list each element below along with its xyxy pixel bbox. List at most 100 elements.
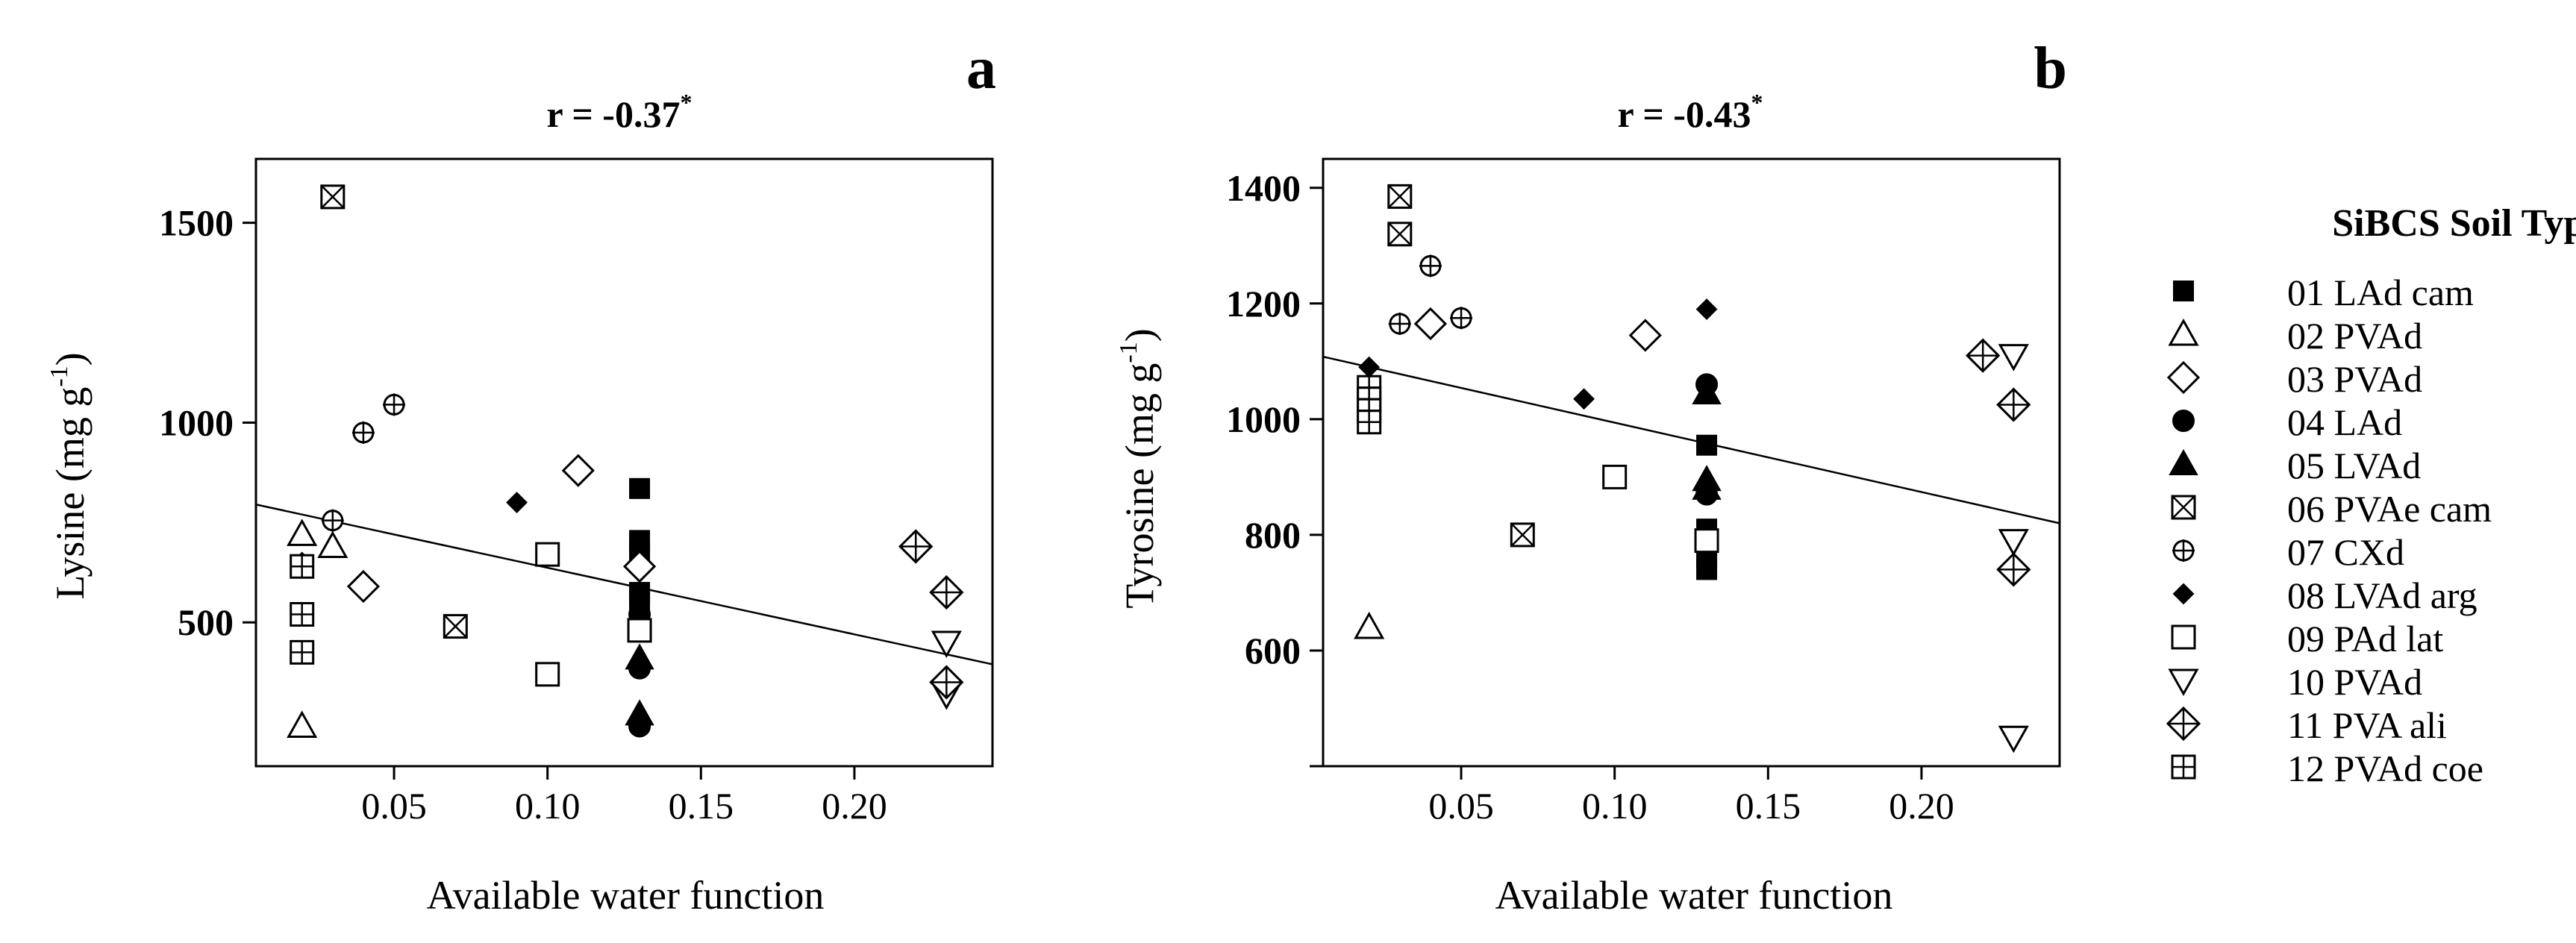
legend-label-05: 05 LVAd	[2287, 445, 2421, 486]
panel-b-point-soil-05	[1692, 377, 1722, 404]
panel-a: a r = -0.37* Available water function Ly…	[46, 36, 996, 918]
panel-a-point-soil-12	[290, 554, 315, 579]
panel-b-ytick-label: 1000	[1226, 398, 1301, 440]
panel-a-point-soil-05	[625, 643, 654, 670]
panel-b-point-soil-11	[1966, 338, 2001, 373]
legend-title: SiBCS Soil Type:	[2332, 202, 2576, 245]
panel-a-point-soil-06	[443, 614, 468, 639]
panel-b-point-soil-02	[1354, 611, 1385, 639]
panel-a-point-soil-03	[346, 569, 381, 604]
panel-a-regression-line	[255, 504, 993, 665]
legend-marker-06	[2171, 495, 2196, 520]
panel-b-point-soil-06	[1387, 222, 1413, 247]
legend-label-03: 03 PVAd	[2287, 358, 2422, 400]
panel-a-point-soil-10	[931, 630, 962, 659]
panel-b-point-soil-03	[1413, 307, 1448, 341]
panel-b-xtick-label: 0.15	[1736, 785, 1801, 827]
legend-marker-03	[2166, 360, 2201, 395]
panel-a-point-soil-12	[290, 602, 315, 627]
panel-a-point-soil-09	[627, 618, 652, 643]
legend-label-09: 09 PAd lat	[2287, 618, 2443, 660]
panel-b-point-soil-01	[1696, 559, 1718, 580]
legend-marker-04	[2172, 410, 2195, 432]
panel-b-point-soil-05	[1692, 473, 1722, 500]
panel-b-point-soil-11	[1996, 552, 2031, 587]
panel-a-point-soil-02	[317, 530, 348, 558]
panel-b-point-soil-10	[1998, 344, 2029, 372]
legend-label-06: 06 PVAe cam	[2287, 488, 2492, 530]
panel-a-point-soil-01	[629, 477, 651, 499]
legend-marker-11	[2166, 706, 2201, 742]
panel-a-point-soil-08	[506, 492, 528, 513]
panel-b-point-soil-10	[1998, 725, 2029, 754]
panel-a-ylabel: Lysine (mg g-1)	[46, 352, 93, 599]
panel-a-point-soil-09	[535, 662, 560, 687]
panel-b-point-soil-03	[1628, 319, 1662, 352]
legend-marker-05	[2169, 448, 2198, 475]
panel-a-point-soil-11	[929, 574, 964, 610]
panel-a-xtick-label: 0.10	[515, 785, 581, 827]
panel-a-ytick-label: 500	[178, 601, 234, 643]
panel-b-point-soil-10	[1998, 529, 2029, 557]
legend-label-04: 04 LAd	[2287, 401, 2402, 443]
panel-b-ylabel: Tyrosine (mg g-1)	[1115, 328, 1162, 608]
panel-a-point-soil-02	[287, 519, 318, 546]
panel-a-point-soil-12	[290, 639, 315, 665]
panel-a-point-soil-11	[929, 665, 964, 700]
panel-b-point-soil-08	[1358, 356, 1381, 378]
panel-b-point-soil-07	[1450, 307, 1473, 330]
panel-a-point-soil-05	[625, 699, 654, 726]
panel-b-ytick-label: 1200	[1226, 283, 1301, 325]
panel-b-point-soil-06	[1510, 522, 1535, 548]
panel-a-xtick-label: 0.20	[822, 785, 887, 827]
panel-a-point-soil-09	[535, 542, 560, 567]
panel-a-xtick-label: 0.05	[361, 785, 427, 827]
panel-b-point-soil-09	[1694, 528, 1719, 554]
panel-b-xtick-label: 0.10	[1582, 785, 1648, 827]
panel-b-point-soil-12	[1357, 410, 1382, 435]
panel-a-point-soil-11	[898, 529, 934, 564]
panel-b-ytick-label: 600	[1245, 630, 1301, 671]
panel-b-point-soil-07	[1419, 254, 1442, 278]
panel-b-point-soil-11	[1996, 387, 2031, 422]
panel-a-point-soil-03	[561, 454, 595, 487]
legend-label-08: 08 LVAd arg	[2287, 574, 2477, 616]
panel-a-point-soil-02	[287, 710, 318, 738]
legend-label-07: 07 CXd	[2287, 531, 2404, 573]
legend-marker-09	[2171, 624, 2196, 650]
legend-marker-07	[2172, 539, 2195, 562]
panel-b-frame	[1322, 157, 2061, 768]
legend-marker-01	[2173, 281, 2194, 301]
panel-a-ytick-label: 1000	[159, 401, 234, 443]
panel-b-point-soil-08	[1695, 298, 1718, 320]
panel-b-point-soil-06	[1387, 184, 1413, 209]
panel-b-point-soil-09	[1602, 464, 1628, 489]
legend-label-01: 01 LAd cam	[2287, 272, 2474, 313]
panel-a-point-soil-03	[622, 550, 657, 583]
panel-b-ytick-label: 800	[1245, 514, 1301, 556]
legend-label-11: 11 PVA ali	[2287, 704, 2447, 746]
panel-b-ytick-label: 1400	[1226, 167, 1301, 209]
panel-b-point-soil-01	[1696, 434, 1718, 456]
panel-a-frame	[254, 157, 994, 768]
panel-a-point-soil-06	[320, 184, 346, 210]
legend-label-02: 02 PVAd	[2287, 315, 2422, 357]
legend-label-12: 12 PVAd coe	[2287, 748, 2483, 789]
legend-label-10: 10 PVAd	[2287, 661, 2422, 703]
panel-b-label: b	[2034, 36, 2068, 101]
legend-marker-02	[2168, 318, 2199, 346]
panel-b-point-soil-08	[1573, 388, 1595, 410]
panel-a-xlabel: Available water function	[427, 873, 825, 918]
panel-b-point-soil-07	[1388, 312, 1411, 335]
panel-a-label: a	[966, 36, 996, 101]
panel-b-xtick-label: 0.20	[1889, 785, 1954, 827]
panel-a-ytick-label: 1500	[159, 202, 234, 244]
panel-b-regression-line	[1322, 355, 2060, 524]
legend-marker-10	[2168, 668, 2199, 697]
panel-b-xlabel: Available water function	[1495, 873, 1893, 918]
legend-marker-12	[2171, 754, 2196, 780]
panel-a-point-soil-07	[351, 421, 375, 444]
panel-a-title: r = -0.37*	[547, 89, 693, 135]
panel-b-title: r = -0.43*	[1618, 89, 1763, 135]
